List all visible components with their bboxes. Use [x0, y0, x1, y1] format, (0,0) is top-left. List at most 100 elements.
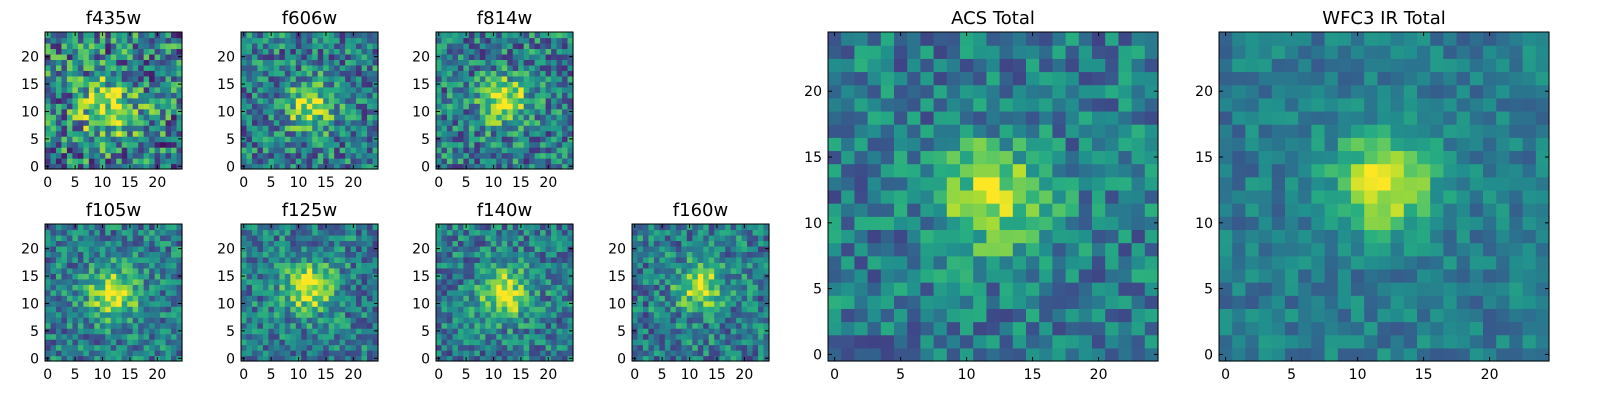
- heatmap-cell: [562, 262, 569, 269]
- heatmap-cell: [747, 278, 754, 285]
- heatmap-cell: [138, 273, 145, 280]
- heatmap-cell: [66, 75, 73, 82]
- heatmap-cell: [637, 284, 644, 291]
- heatmap-cell: [165, 86, 172, 93]
- heatmap-cell: [149, 48, 156, 55]
- heatmap-cell: [518, 147, 525, 154]
- heatmap-cell: [518, 119, 525, 126]
- heatmap-cell: [367, 224, 374, 231]
- heatmap-cell: [50, 234, 57, 242]
- heatmap-cell: [251, 284, 259, 291]
- heatmap-cell: [457, 130, 464, 137]
- heatmap-cell: [1078, 255, 1093, 270]
- heatmap-cell: [273, 125, 280, 132]
- heatmap-cell: [507, 59, 514, 66]
- heatmap-cell: [523, 75, 530, 82]
- heatmap-cell: [88, 251, 95, 258]
- heatmap-cell: [920, 216, 935, 230]
- heatmap-cell: [441, 295, 448, 302]
- heatmap-cell: [334, 295, 341, 302]
- heatmap-cell: [518, 92, 525, 99]
- heatmap-cell: [105, 339, 112, 346]
- heatmap-cell: [154, 92, 161, 99]
- heatmap-cell: [121, 229, 128, 236]
- heatmap-cell: [165, 125, 172, 132]
- heatmap-cell: [127, 311, 134, 318]
- heatmap-cell: [468, 59, 475, 66]
- heatmap-cell: [334, 59, 341, 66]
- heatmap-cell: [246, 163, 253, 170]
- heatmap-cell: [523, 256, 530, 263]
- heatmap-cell: [132, 251, 139, 258]
- heatmap-cell: [692, 234, 699, 242]
- heatmap-cell: [88, 147, 95, 154]
- heatmap-cell: [534, 64, 541, 71]
- heatmap-cell: [567, 267, 574, 274]
- heatmap-cell: [960, 321, 974, 336]
- heatmap-cell: [512, 64, 519, 71]
- heatmap-cell: [176, 306, 183, 313]
- heatmap-cell: [312, 289, 319, 296]
- heatmap-cell: [154, 141, 161, 148]
- heatmap-cell: [485, 256, 492, 263]
- heatmap-cell: [741, 317, 748, 324]
- heatmap-cell: [485, 295, 492, 302]
- heatmap-cell: [730, 295, 737, 302]
- heatmap-cell: [143, 119, 150, 126]
- heatmap-cell: [986, 334, 1001, 349]
- heatmap-cell: [138, 256, 145, 263]
- x-tick-label: 15: [317, 175, 335, 191]
- heatmap-cell: [562, 333, 569, 340]
- heatmap-cell: [758, 240, 765, 247]
- heatmap-cell: [463, 147, 470, 154]
- heatmap-cell: [251, 224, 259, 231]
- heatmap-cell: [523, 108, 530, 115]
- heatmap-cell: [474, 158, 481, 165]
- heatmap-cell: [642, 224, 650, 231]
- heatmap-cell: [567, 339, 574, 346]
- heatmap-cell: [176, 229, 183, 236]
- heatmap-cell: [436, 278, 443, 285]
- heatmap-cell: [567, 295, 574, 302]
- heatmap-cell: [763, 350, 770, 357]
- heatmap-cell: [110, 295, 117, 302]
- x-tick-label: 20: [148, 175, 166, 191]
- heatmap-cell: [485, 322, 492, 329]
- heatmap-cell: [490, 262, 497, 269]
- heatmap-cell: [730, 317, 737, 324]
- heatmap-cell: [441, 251, 448, 258]
- heatmap-cell: [567, 158, 574, 165]
- heatmap-cell: [1118, 282, 1133, 296]
- heatmap-cell: [507, 350, 514, 357]
- heatmap-cell: [507, 32, 514, 39]
- heatmap-cell: [257, 355, 264, 362]
- heatmap-cell: [697, 273, 704, 280]
- heatmap-cell: [1078, 308, 1093, 323]
- heatmap-cell: [149, 59, 156, 66]
- heatmap-cell: [637, 234, 644, 242]
- heatmap-cell: [1052, 282, 1067, 296]
- heatmap-cell: [507, 114, 514, 121]
- heatmap-cell: [1131, 268, 1146, 283]
- heatmap-cell: [251, 81, 259, 88]
- heatmap-cell: [556, 350, 563, 357]
- heatmap-cell: [367, 267, 374, 274]
- heatmap-cell: [116, 92, 123, 99]
- heatmap-cell: [367, 42, 374, 50]
- heatmap-cell: [523, 224, 530, 231]
- heatmap-cell: [468, 163, 475, 170]
- heatmap-cell: [697, 284, 704, 291]
- heatmap-cell: [94, 147, 101, 154]
- heatmap-cell: [121, 119, 128, 126]
- heatmap-cell: [241, 125, 248, 132]
- heatmap-cell: [523, 344, 530, 351]
- heatmap-cell: [110, 130, 117, 137]
- heatmap-cell: [758, 322, 765, 329]
- heatmap-cell: [468, 114, 475, 121]
- heatmap-cell: [295, 136, 302, 143]
- heatmap-cell: [50, 37, 57, 44]
- heatmap-cell: [457, 37, 464, 44]
- heatmap-cell: [345, 240, 352, 247]
- heatmap-cell: [339, 136, 346, 143]
- heatmap-cell: [551, 262, 558, 269]
